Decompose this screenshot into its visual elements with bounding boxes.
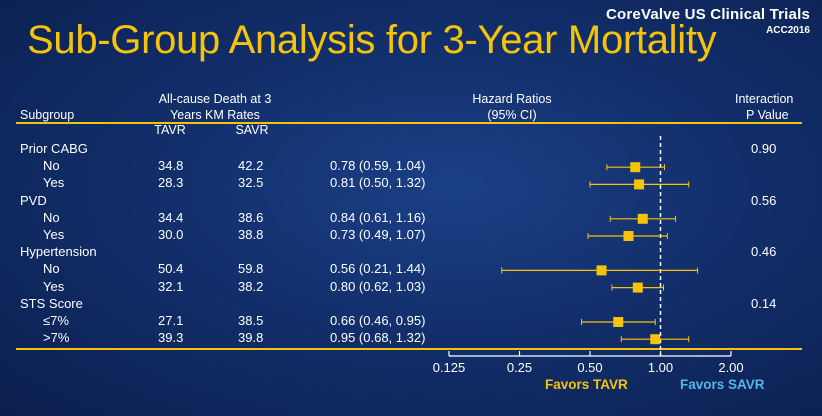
hr-point-marker — [650, 334, 661, 345]
row-label: No — [43, 158, 60, 174]
hazard-ratio-text: 0.81 (0.50, 1.32) — [330, 175, 426, 191]
table-row: No 34.4 38.6 0.84 (0.61, 1.16) — [0, 210, 822, 227]
header-hr-line1: Hazard Ratios — [472, 92, 552, 106]
row-label: No — [43, 209, 60, 225]
group-header-row: Prior CABG 0.90 — [0, 141, 822, 158]
hr-point-marker — [596, 265, 607, 276]
row-label: Yes — [43, 175, 65, 191]
x-tick-label: 0.25 — [507, 360, 532, 375]
x-tick-label: 2.00 — [718, 360, 743, 375]
favors-tavr-label: Favors TAVR — [545, 377, 628, 392]
tavr-rate: 28.3 — [158, 175, 184, 191]
header-interaction-line1: Interaction — [735, 92, 794, 106]
tavr-rate: 34.8 — [158, 158, 184, 174]
header-interaction-line2: P Value — [746, 108, 789, 122]
favors-savr-label: Favors SAVR — [680, 377, 765, 392]
row-label: Prior CABG — [20, 141, 88, 156]
tavr-rate: 34.4 — [158, 209, 184, 225]
tavr-rate: 30.0 — [158, 227, 184, 242]
table-row: ≤7% 27.1 38.5 0.66 (0.46, 0.95) — [0, 313, 822, 330]
tavr-rate: 39.3 — [158, 330, 184, 346]
table-row: >7% 39.3 39.8 0.95 (0.68, 1.32) — [0, 330, 822, 347]
tavr-rate: 50.4 — [158, 261, 184, 277]
tavr-rate: 27.1 — [158, 313, 184, 328]
tavr-rate: 32.1 — [158, 278, 184, 294]
group-header-row: PVD 0.56 — [0, 193, 822, 210]
header-rule — [16, 122, 802, 124]
row-label: PVD — [20, 192, 47, 208]
header-subgroup: Subgroup — [20, 108, 75, 122]
row-label: Hypertension — [20, 244, 97, 260]
x-tick-label: 0.50 — [577, 360, 602, 375]
brand-subtitle: ACC2016 — [766, 25, 810, 36]
x-tick-label: 1.00 — [648, 360, 673, 375]
interaction-p-value: 0.90 — [751, 141, 777, 156]
header-savr: SAVR — [235, 123, 269, 137]
interaction-p-value: 0.46 — [751, 244, 777, 260]
slide-title: Sub-Group Analysis for 3-Year Mortality — [27, 18, 717, 62]
hazard-ratio-text: 0.66 (0.46, 0.95) — [330, 313, 426, 328]
table-bottom-rule — [16, 348, 802, 350]
hazard-ratio-text: 0.56 (0.21, 1.44) — [330, 261, 426, 277]
header-hr-line2: (95% CI) — [487, 108, 537, 122]
savr-rate: 38.2 — [238, 278, 264, 294]
brand: CoreValve US Clinical Trials ACC2016 — [606, 6, 810, 36]
savr-rate: 39.8 — [238, 330, 264, 346]
row-label: ≤7% — [43, 313, 69, 328]
savr-rate: 42.2 — [238, 158, 264, 174]
x-tick-label: 0.125 — [433, 360, 466, 375]
savr-rate: 38.8 — [238, 227, 264, 242]
hr-point-marker — [613, 317, 624, 327]
savr-rate: 38.6 — [238, 209, 264, 225]
hr-point-marker — [630, 162, 641, 173]
table-row: Yes 30.0 38.8 0.73 (0.49, 1.07) — [0, 227, 822, 244]
table-row: Yes 28.3 32.5 0.81 (0.50, 1.32) — [0, 175, 822, 192]
header-tavr: TAVR — [154, 123, 186, 137]
interaction-p-value: 0.56 — [751, 192, 777, 208]
row-label: No — [43, 261, 60, 277]
group-header-row: Hypertension 0.46 — [0, 244, 822, 261]
header-rates-line2: Years KM Rates — [170, 108, 260, 122]
hazard-ratio-text: 0.80 (0.62, 1.03) — [330, 278, 426, 294]
row-label: Yes — [43, 227, 65, 242]
hazard-ratio-text: 0.78 (0.59, 1.04) — [330, 158, 426, 174]
interaction-p-value: 0.14 — [751, 295, 777, 311]
hr-point-marker — [623, 231, 634, 241]
brand-title: CoreValve US Clinical Trials — [605, 6, 810, 23]
hr-point-marker — [637, 213, 648, 224]
row-label: >7% — [43, 330, 70, 346]
table-row: No 34.8 42.2 0.78 (0.59, 1.04) — [0, 158, 822, 175]
savr-rate: 38.5 — [238, 313, 264, 328]
table-row: Yes 32.1 38.2 0.80 (0.62, 1.03) — [0, 279, 822, 296]
row-label: STS Score — [20, 295, 83, 311]
group-header-row: STS Score 0.14 — [0, 296, 822, 313]
savr-rate: 59.8 — [238, 261, 264, 277]
hr-point-marker — [632, 282, 643, 293]
hazard-ratio-text: 0.95 (0.68, 1.32) — [330, 330, 426, 346]
hr-point-marker — [634, 179, 645, 190]
hazard-ratio-text: 0.84 (0.61, 1.16) — [330, 209, 426, 225]
savr-rate: 32.5 — [238, 175, 264, 191]
row-label: Yes — [43, 278, 65, 294]
header-rates-line1: All-cause Death at 3 — [158, 92, 272, 106]
hazard-ratio-text: 0.73 (0.49, 1.07) — [330, 227, 426, 242]
table-row: No 50.4 59.8 0.56 (0.21, 1.44) — [0, 261, 822, 278]
